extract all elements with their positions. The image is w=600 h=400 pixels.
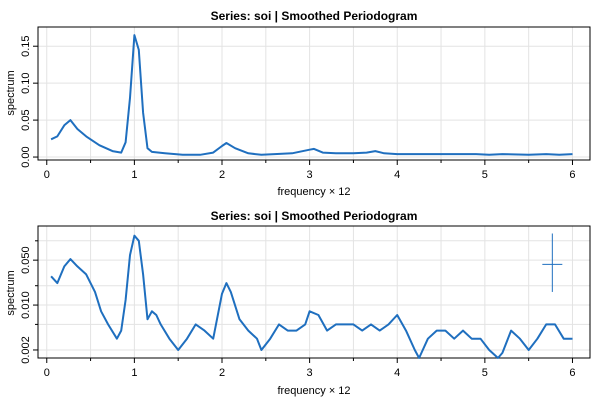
- x-tick-label: 0: [44, 367, 50, 379]
- series-line-soi: [50, 234, 573, 359]
- x-tick-label: 5: [482, 367, 488, 379]
- x-tick-label: 5: [482, 169, 488, 181]
- x-tick-label: 6: [569, 169, 575, 181]
- x-tick-label: 2: [219, 367, 225, 379]
- grid: [38, 226, 590, 358]
- x-tick-label: 1: [131, 367, 137, 379]
- grid: [38, 27, 590, 160]
- x-tick-label: 4: [394, 367, 400, 379]
- x-tick-label: 6: [569, 367, 575, 379]
- bottom-panel: Series: soi | Smoothed Periodogram frequ…: [5, 209, 591, 397]
- x-tick-label: 2: [219, 169, 225, 181]
- y-tick-label: 0.00: [20, 146, 32, 167]
- y-tick-label: 0.10: [20, 72, 32, 93]
- x-axis-label: frequency × 12: [277, 186, 350, 198]
- confidence-bar: [542, 233, 563, 292]
- x-tick-label: 1: [131, 169, 137, 181]
- y-axis-label: spectrum: [5, 70, 17, 115]
- x-tick-label: 3: [307, 367, 313, 379]
- chart-title: Series: soi | Smoothed Periodogram: [211, 209, 418, 223]
- plot-frame: [37, 26, 591, 161]
- x-tick-label: 0: [44, 169, 50, 181]
- x-tick-label: 3: [307, 169, 313, 181]
- chart-title: Series: soi | Smoothed Periodogram: [211, 9, 418, 23]
- x-axis-label: frequency × 12: [277, 385, 350, 397]
- y-axis-label: spectrum: [5, 270, 17, 315]
- y-tick-label: 0.010: [20, 291, 32, 319]
- y-tick-label: 0.050: [20, 246, 32, 274]
- series-line-soi: [50, 34, 573, 156]
- y-tick-label: 0.05: [20, 109, 32, 130]
- x-tick-label: 4: [394, 169, 400, 181]
- plot-frame: [37, 225, 591, 359]
- y-tick-label: 0.002: [20, 336, 32, 364]
- top-panel: Series: soi | Smoothed Periodogram frequ…: [5, 9, 591, 198]
- y-tick-label: 0.15: [20, 36, 32, 57]
